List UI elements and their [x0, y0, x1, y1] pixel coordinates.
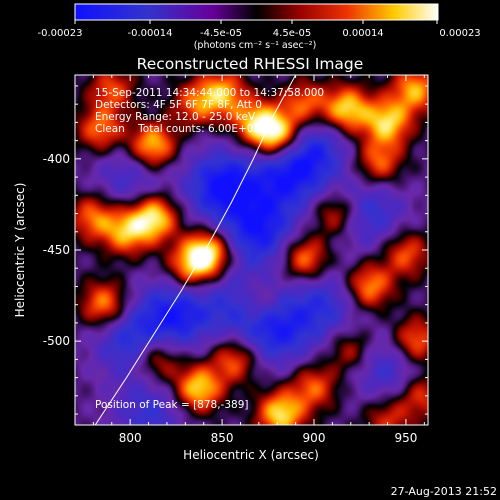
colorbar-tick-label: -4.5e-05 — [200, 28, 242, 39]
y-axis-label: Heliocentric Y (arcsec) — [13, 183, 27, 318]
x-tick-label: 900 — [303, 431, 326, 445]
x-tick-label: 800 — [119, 431, 142, 445]
colorbar-tick-label: 4.5e-05 — [273, 28, 311, 39]
annotation-peak-position: Position of Peak = [878,-389] — [95, 399, 249, 411]
colorbar — [74, 3, 439, 21]
annotation-detectors: Detectors: 4F 5F 6F 7F 8F, Att 0 — [95, 99, 262, 111]
footer-timestamp: 27-Aug-2013 21:52 — [391, 485, 497, 498]
annotation-clean-counts: Clean Total counts: 6.00E+03 — [95, 123, 260, 135]
x-tick-label: 950 — [394, 431, 417, 445]
axis-ticks — [74, 75, 428, 425]
x-tick-label: 850 — [211, 431, 234, 445]
annotation-energy-range: Energy Range: 12.0 - 25.0 keV — [95, 111, 256, 123]
y-tick-label: -500 — [43, 334, 70, 348]
colorbar-tick-label: 0.00023 — [439, 28, 480, 39]
x-axis-label: Heliocentric X (arcsec) — [183, 448, 319, 462]
chart-title: Reconstructed RHESSI Image — [137, 55, 364, 73]
y-tick-label: -400 — [43, 152, 70, 166]
colorbar-unit-label: (photons cm⁻² s⁻¹ asec⁻²) — [194, 40, 317, 51]
colorbar-ticks — [74, 20, 438, 24]
colorbar-tick-label: -0.00023 — [38, 28, 83, 39]
y-tick-label: -450 — [43, 243, 70, 257]
colorbar-tick-label: -0.00014 — [128, 28, 173, 39]
colorbar-tick-label: 0.00014 — [342, 28, 383, 39]
annotation-time-range: 15-Sep-2011 14:34:44.000 to 14:37:58.000 — [95, 87, 324, 99]
solar-limb-curve — [94, 75, 297, 425]
